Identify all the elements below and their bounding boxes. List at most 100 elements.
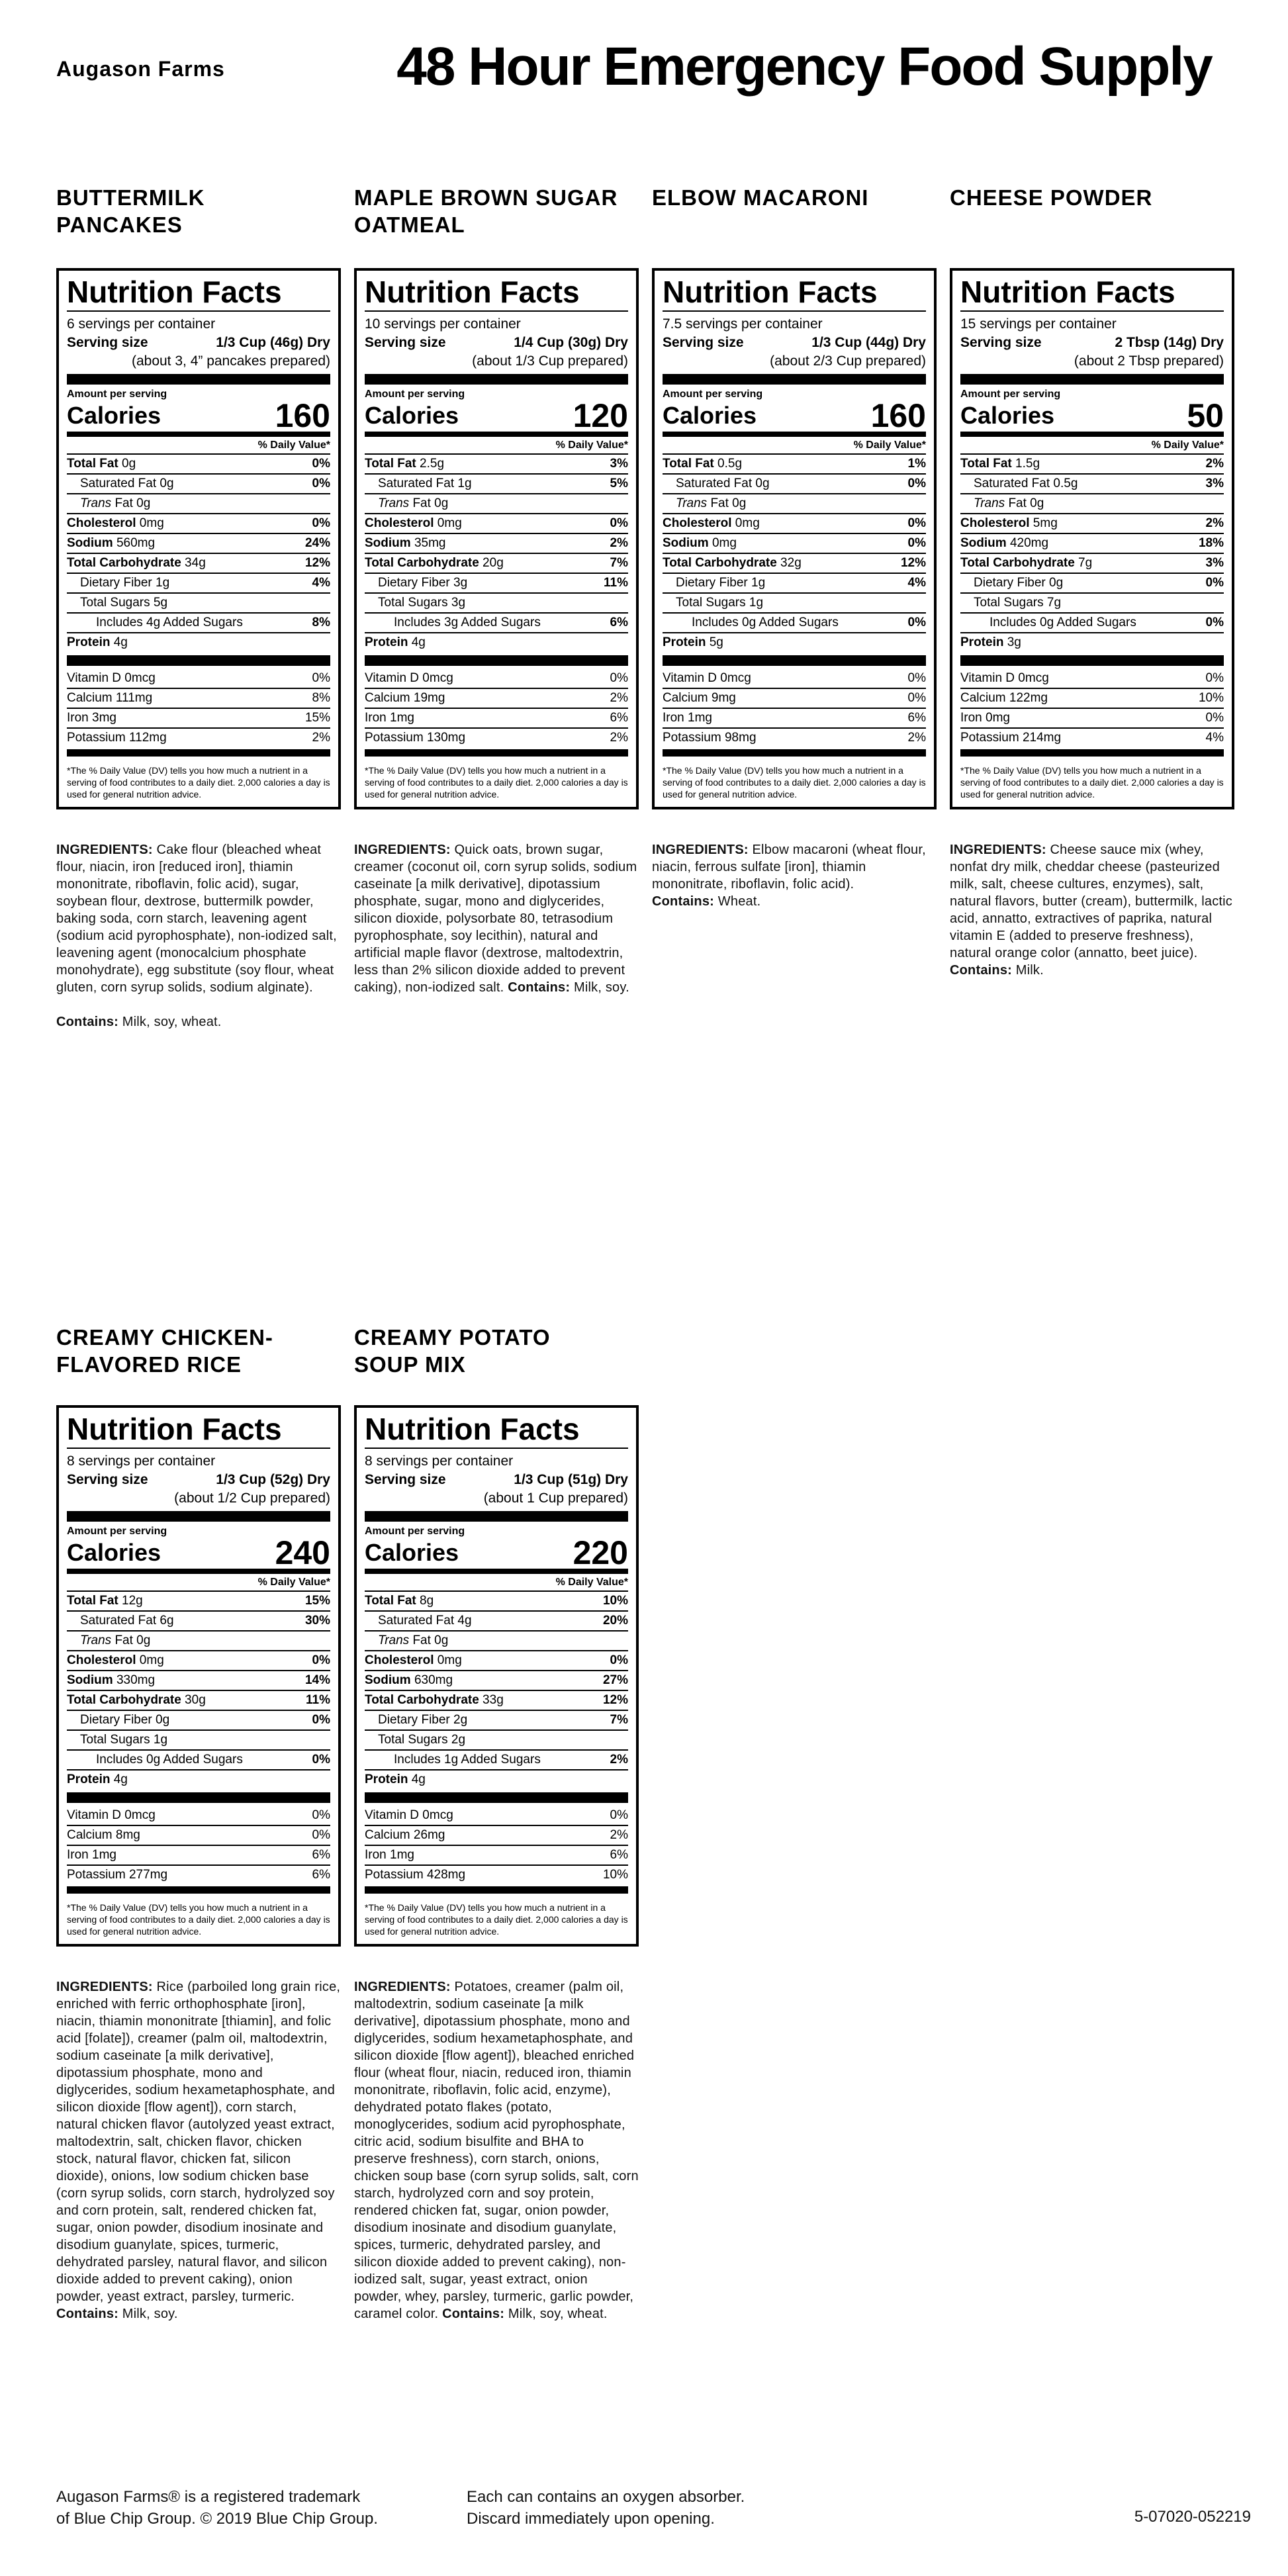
nutrient-row: Saturated Fat 0.5g 3% <box>960 475 1224 494</box>
nutrient-row: Protein 5g <box>663 633 926 652</box>
product-card: MAPLE BROWN SUGAR OATMEAL Nutrition Facts… <box>354 184 639 996</box>
divider-bar <box>67 749 330 757</box>
nutrient-name-amount: Total Carbohydrate 20g <box>365 556 504 570</box>
daily-value-percent: 2% <box>610 1828 628 1842</box>
divider-bar <box>960 374 1224 385</box>
nutrient-name-amount: Cholesterol 0mg <box>365 1653 462 1667</box>
nutrient-row: Cholesterol 0mg 0% <box>663 514 926 534</box>
nutrient-name-amount: Iron 3mg <box>67 711 116 725</box>
vitamin-row: Iron 0mg 0% <box>960 709 1224 729</box>
daily-value-disclaimer: *The % Daily Value (DV) tells you how mu… <box>67 1902 330 1937</box>
amount-per-serving-label: Amount per serving <box>365 1526 465 1537</box>
divider-bar <box>67 1511 330 1522</box>
daily-value-disclaimer: *The % Daily Value (DV) tells you how mu… <box>365 1902 628 1937</box>
vitamin-row: Vitamin D 0mcg 0% <box>67 669 330 689</box>
nutrient-row: Protein 4g <box>365 1771 628 1789</box>
nutrient-name-amount: Includes 3g Added Sugars <box>394 616 541 629</box>
contains-statement: Contains: Milk, soy, wheat. <box>56 1015 222 1029</box>
nutrition-facts-title: Nutrition Facts <box>67 1413 330 1449</box>
calories-row: Calories 240 <box>67 1536 330 1574</box>
daily-value-percent: 7% <box>610 556 628 570</box>
divider-bar <box>365 749 628 757</box>
nutrition-facts-label: Nutrition Facts 8 servings per container… <box>56 1405 341 1947</box>
calories-row: Calories 50 <box>960 397 1224 437</box>
serving-size-value: 1/3 Cup (44g) Dry <box>811 335 926 350</box>
daily-value-percent: 2% <box>1205 516 1224 530</box>
nutrient-row: Dietary Fiber 1g 4% <box>663 574 926 594</box>
vitamin-rows: Vitamin D 0mcg 0% Calcium 111mg 8% Iron 3mg 1… <box>67 669 330 747</box>
calories-value: 50 <box>1187 397 1224 434</box>
product-slot: BUTTERMILK PANCAKES Nutrition Facts 6 ser… <box>56 184 341 1031</box>
nutrient-row: Total Fat 2.5g 3% <box>365 455 628 475</box>
amount-per-serving-label: Amount per serving <box>663 389 763 400</box>
amount-per-serving-label: Amount per serving <box>960 389 1061 400</box>
nutrient-name-amount: Saturated Fat 1g <box>378 477 472 490</box>
daily-value-percent: 6% <box>610 1848 628 1862</box>
serving-size-value: 1/4 Cup (30g) Dry <box>514 335 628 350</box>
servings-per-container: 8 servings per container <box>67 1453 216 1469</box>
product-card: BUTTERMILK PANCAKES Nutrition Facts 6 ser… <box>56 184 341 1031</box>
nutrient-name-amount: Vitamin D 0mcg <box>960 671 1049 685</box>
serving-size-label: Serving size <box>67 335 148 350</box>
nutrient-name-amount: Total Carbohydrate 34g <box>67 556 206 570</box>
nutrient-row: Total Fat 0.5g 1% <box>663 455 926 475</box>
vitamin-row: Potassium 214mg 4% <box>960 729 1224 747</box>
calories-label: Calories <box>365 402 459 429</box>
daily-value-percent: 4% <box>312 576 330 590</box>
daily-value-percent: 0% <box>1205 671 1224 685</box>
nutrient-row: Trans Fat 0g <box>67 1632 330 1651</box>
nutrient-name-amount: Vitamin D 0mcg <box>663 671 751 685</box>
daily-value-percent: 15% <box>304 1594 330 1608</box>
daily-value-percent: 6% <box>907 711 926 725</box>
vitamin-row: Calcium 26mg 2% <box>365 1826 628 1846</box>
calories-label: Calories <box>960 402 1055 429</box>
nutrient-name-amount: Calcium 111mg <box>67 691 153 705</box>
footer-product-code: 5-07020-052219 <box>1134 2508 1251 2526</box>
daily-value-percent: 18% <box>1198 536 1224 550</box>
daily-value-percent: 0% <box>907 536 926 550</box>
daily-value-header: % Daily Value* <box>960 437 1224 455</box>
ingredients-paragraph: INGREDIENTS: Potatoes, creamer (palm oil… <box>354 1980 639 2321</box>
nutrition-facts-label: Nutrition Facts 10 servings per containe… <box>354 268 639 809</box>
vitamin-row: Iron 1mg 6% <box>67 1846 330 1866</box>
daily-value-percent: 0% <box>1205 616 1224 629</box>
calories-label: Calories <box>365 1539 459 1566</box>
nutrient-row: Total Fat 0g 0% <box>67 455 330 475</box>
product-name: CREAMY CHICKEN- FLAVORED RICE <box>56 1325 273 1377</box>
daily-value-percent: 2% <box>1205 457 1224 471</box>
nutrient-name-amount: Potassium 277mg <box>67 1868 168 1882</box>
nutrient-row: Trans Fat 0g <box>365 1632 628 1651</box>
product-slot: CREAMY CHICKEN- FLAVORED RICE Nutrition F… <box>56 1324 341 2323</box>
nutrient-row: Cholesterol 0mg 0% <box>67 514 330 534</box>
calories-label: Calories <box>67 1539 161 1566</box>
nutrient-name-amount: Total Sugars 3g <box>378 596 466 610</box>
nutrient-row: Total Sugars 2g <box>365 1731 628 1751</box>
nutrient-rows: Total Fat 0g 0% Saturated Fat 0g 0% Trans Fa… <box>67 455 330 652</box>
nutrient-name-amount: Protein 3g <box>960 635 1021 649</box>
nutrient-name-amount: Protein 4g <box>67 1772 128 1786</box>
nutrient-name-amount: Dietary Fiber 1g <box>676 576 766 590</box>
serving-size-row: Serving size 2 Tbsp (14g) Dry <box>960 334 1224 352</box>
divider-bar <box>67 374 330 385</box>
daily-value-header: % Daily Value* <box>663 437 926 455</box>
ingredients-paragraph: INGREDIENTS: Cake flour (bleached wheat … <box>56 843 337 995</box>
serving-size-value: 2 Tbsp (14g) Dry <box>1115 335 1224 350</box>
nutrient-name-amount: Iron 1mg <box>365 711 414 725</box>
nutrient-name-amount: Total Fat 0.5g <box>663 457 743 471</box>
divider-bar <box>663 655 926 666</box>
daily-value-percent: 0% <box>312 1828 330 1842</box>
vitamin-row: Vitamin D 0mcg 0% <box>67 1806 330 1826</box>
prepared-note: (about 2 Tbsp prepared) <box>1074 353 1224 369</box>
daily-value-disclaimer: *The % Daily Value (DV) tells you how mu… <box>67 765 330 800</box>
nutrient-row: Total Carbohydrate 32g 12% <box>663 554 926 574</box>
nutrient-name-amount: Iron 1mg <box>67 1848 116 1862</box>
nutrient-rows: Total Fat 12g 15% Saturated Fat 6g 30% Trans… <box>67 1592 330 1789</box>
nutrient-rows: Total Fat 2.5g 3% Saturated Fat 1g 5% Trans … <box>365 455 628 652</box>
nutrient-name-amount: Trans Fat 0g <box>80 496 151 510</box>
product-name: CHEESE POWDER <box>950 185 1153 210</box>
nutrition-facts-label: Nutrition Facts 7.5 servings per contain… <box>652 268 937 809</box>
nutrient-name-amount: Saturated Fat 0.5g <box>974 477 1078 490</box>
divider-bar <box>365 1511 628 1522</box>
daily-value-percent: 2% <box>312 731 330 745</box>
vitamin-row: Calcium 9mg 0% <box>663 689 926 709</box>
